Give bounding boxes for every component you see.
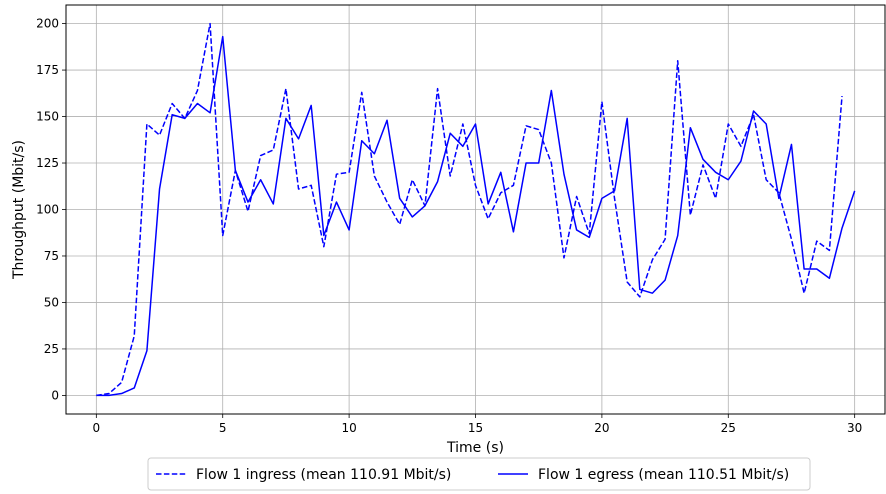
y-tick-label: 150 [36, 110, 59, 124]
y-tick-label: 50 [44, 295, 59, 309]
y-tick-label: 175 [36, 63, 59, 77]
y-tick-label: 125 [36, 156, 59, 170]
legend: Flow 1 ingress (mean 110.91 Mbit/s) Flow… [147, 457, 811, 491]
y-tick-label: 0 [51, 388, 59, 402]
x-tick-label: 10 [341, 421, 356, 435]
legend-label-egress: Flow 1 egress (mean 110.51 Mbit/s) [538, 467, 789, 483]
legend-label-ingress: Flow 1 ingress (mean 110.91 Mbit/s) [196, 467, 451, 483]
grid [66, 5, 885, 414]
x-tick-label: 30 [847, 421, 862, 435]
x-tick-label: 0 [93, 421, 101, 435]
y-axis-label: Throughput (Mbit/s) [11, 140, 27, 280]
x-axis-label: Time (s) [446, 440, 504, 456]
x-tick-label: 25 [721, 421, 736, 435]
ingress-series-line [96, 22, 843, 397]
egress-series-line [96, 35, 856, 397]
y-tick-label: 100 [36, 203, 59, 217]
y-tick-label: 25 [44, 342, 59, 356]
series-lines [96, 22, 856, 397]
axis-ticks: 0 5 10 15 20 25 30 0 25 50 75 100 125 150 175 200 [36, 17, 862, 435]
y-tick-label: 75 [44, 249, 59, 263]
y-tick-label: 200 [36, 17, 59, 31]
x-tick-label: 15 [468, 421, 483, 435]
legend-box [147, 457, 811, 491]
x-tick-label: 20 [594, 421, 609, 435]
x-tick-label: 5 [219, 421, 227, 435]
